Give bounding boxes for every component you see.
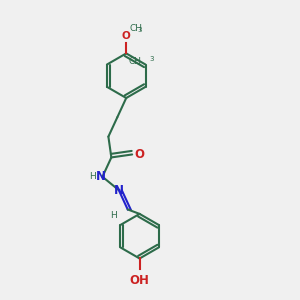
Text: OH: OH (130, 274, 149, 287)
Text: O: O (134, 148, 144, 161)
Text: CH: CH (130, 24, 143, 33)
Text: H: H (111, 211, 117, 220)
Text: N: N (96, 170, 106, 183)
Text: H: H (89, 172, 96, 181)
Text: 3: 3 (149, 56, 154, 62)
Text: N: N (114, 184, 124, 196)
Text: O: O (122, 31, 130, 41)
Text: 3: 3 (138, 27, 142, 33)
Text: CH: CH (128, 57, 141, 66)
